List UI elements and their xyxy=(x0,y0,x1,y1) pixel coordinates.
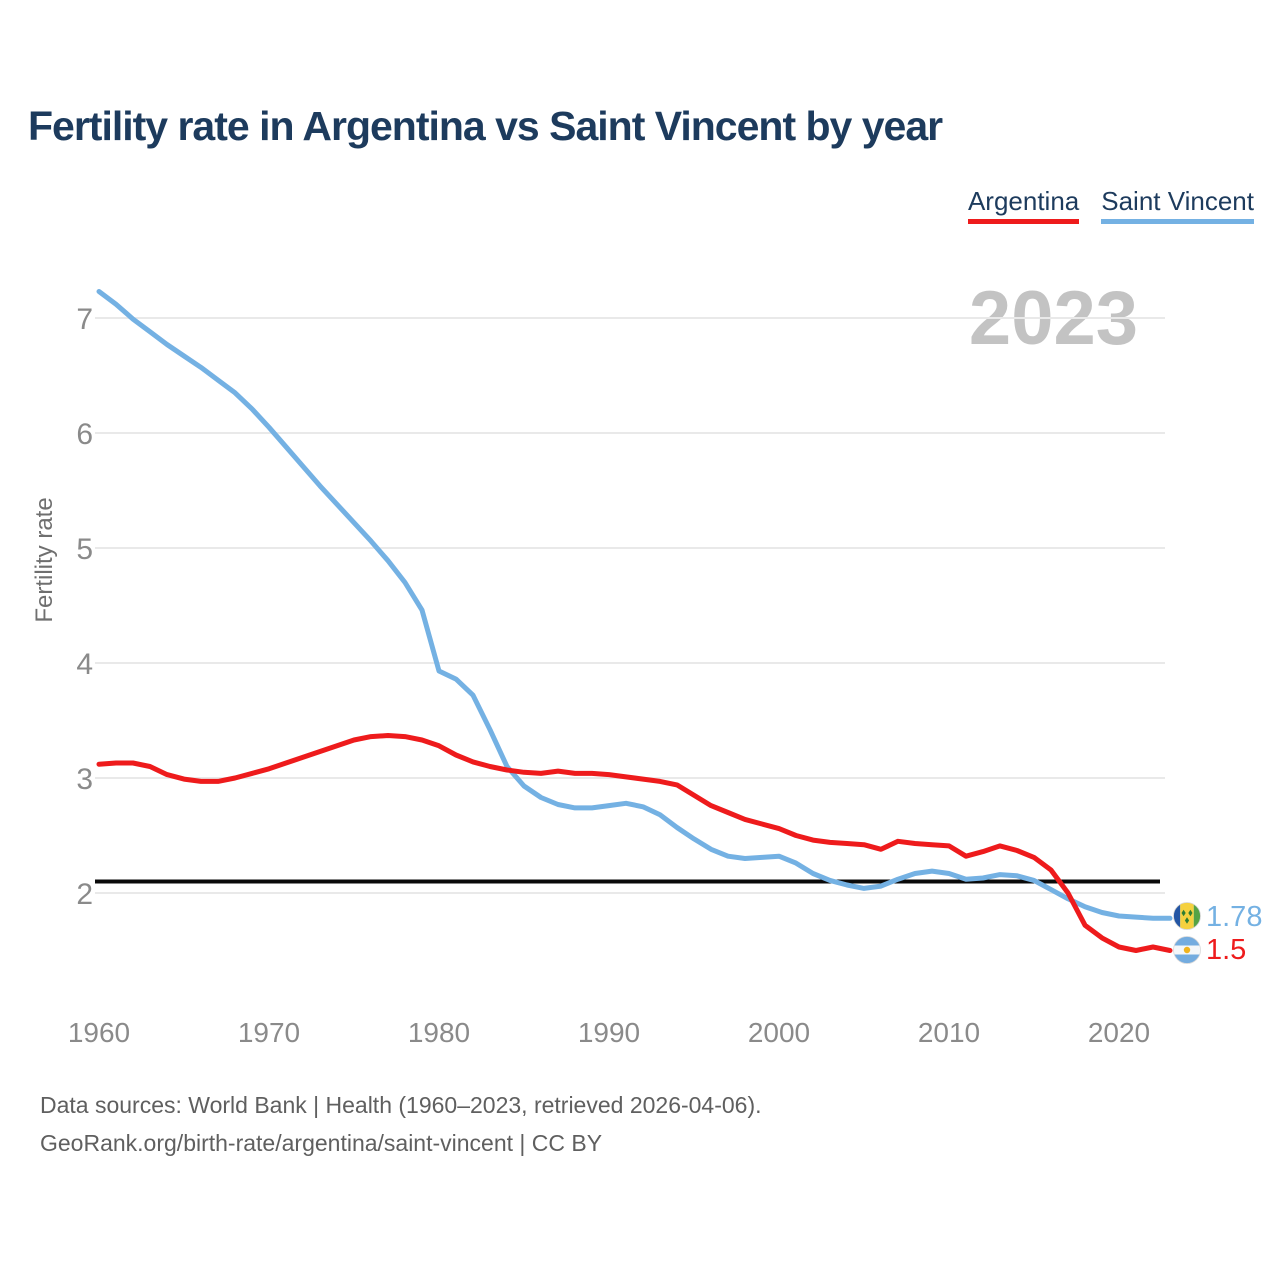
argentina-flag-border xyxy=(1173,936,1201,964)
y-tick-label: 7 xyxy=(76,303,93,336)
x-tick-label: 1990 xyxy=(578,1017,640,1048)
legend: Argentina Saint Vincent xyxy=(967,186,1254,224)
legend-item-argentina[interactable]: Argentina xyxy=(967,186,1080,224)
saint-vincent-line xyxy=(96,289,1173,921)
gridlines xyxy=(95,317,1165,894)
x-tick-label: 2010 xyxy=(918,1017,980,1048)
x-tick-label: 1960 xyxy=(68,1017,130,1048)
x-tick-label: 2020 xyxy=(1088,1017,1150,1048)
footer-sources-line: Data sources: World Bank | Health (1960–… xyxy=(40,1092,762,1118)
argentina-line xyxy=(96,733,1173,953)
saint-vincent-flag-border xyxy=(1173,902,1201,930)
x-tick-label: 2000 xyxy=(748,1017,810,1048)
chart-title: Fertility rate in Argentina vs Saint Vin… xyxy=(28,103,943,149)
x-tick-label: 1970 xyxy=(238,1017,300,1048)
saint-vincent-end-value: 1.78 xyxy=(1206,901,1262,933)
y-tick-label: 6 xyxy=(76,418,93,451)
y-tick-label: 2 xyxy=(76,878,93,911)
legend-item-saint-vincent[interactable]: Saint Vincent xyxy=(1101,186,1254,224)
x-axis-tick-labels: 1960 1970 1980 1990 2000 2010 2020 xyxy=(68,1017,1150,1048)
x-tick-label: 1980 xyxy=(408,1017,470,1048)
y-tick-label: 3 xyxy=(76,763,93,796)
footer: Data sources: World Bank | Health (1960–… xyxy=(40,1086,762,1162)
y-tick-label: 4 xyxy=(76,648,93,681)
footer-attribution-line: GeoRank.org/birth-rate/argentina/saint-v… xyxy=(40,1130,603,1156)
y-axis-title: Fertility rate xyxy=(31,497,58,622)
y-tick-label: 5 xyxy=(76,533,93,566)
y-axis-tick-labels: 2 3 4 5 6 7 xyxy=(76,303,93,911)
saint-vincent-flag-icon xyxy=(1173,902,1201,930)
argentina-flag-icon xyxy=(1173,936,1201,964)
argentina-end-value: 1.5 xyxy=(1206,934,1246,966)
